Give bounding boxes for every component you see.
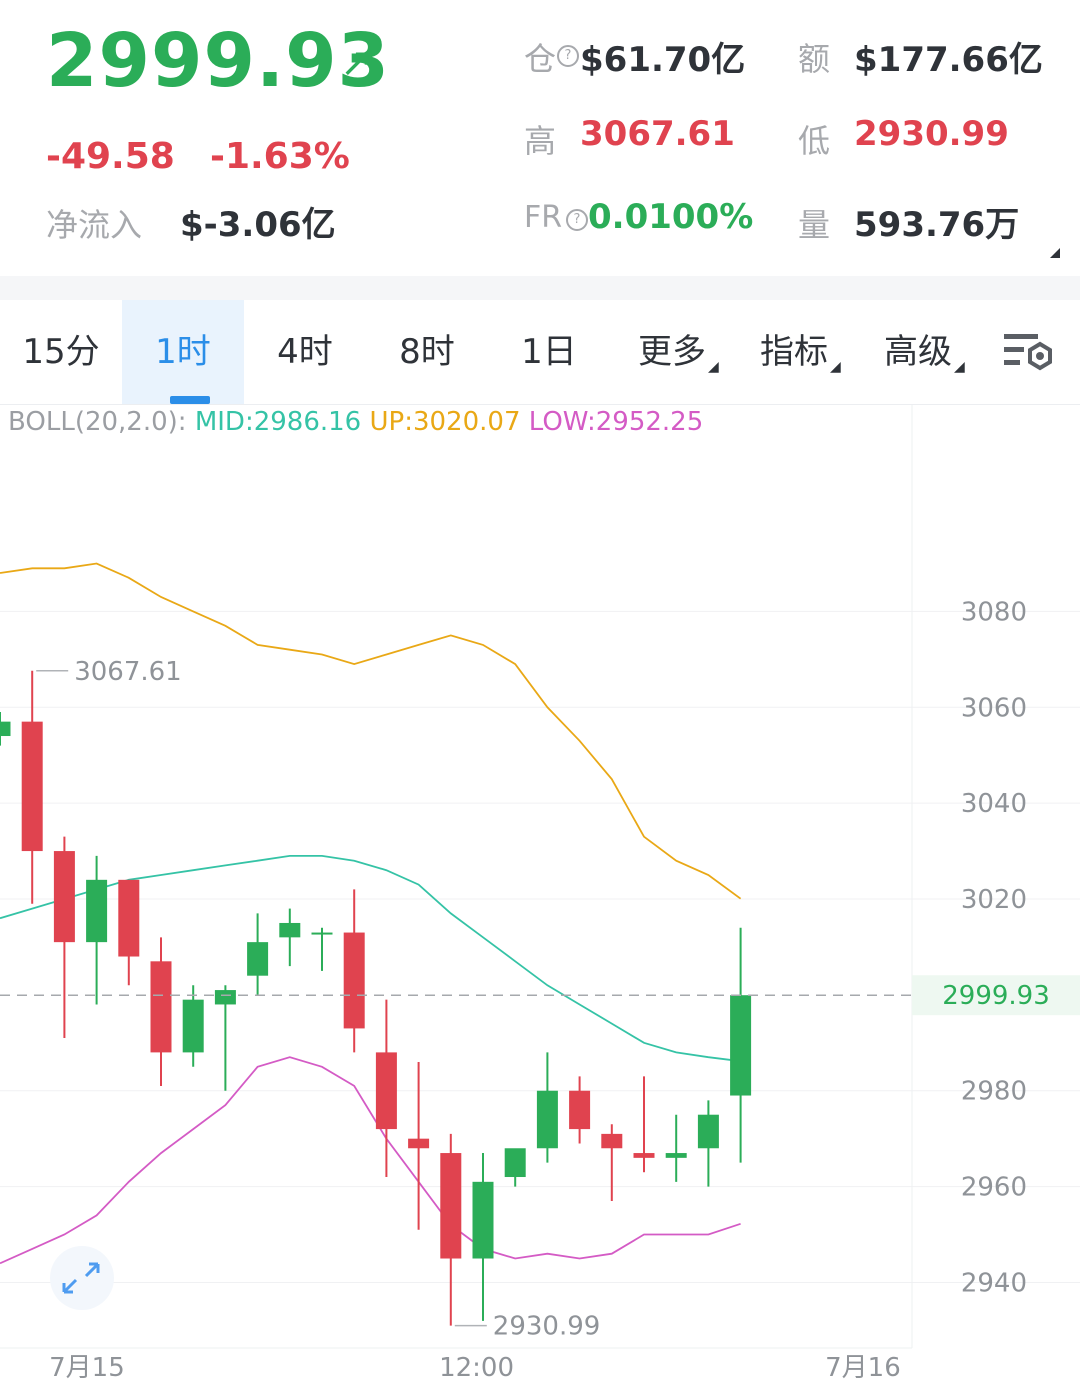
candle-down bbox=[375, 1052, 397, 1130]
volume-value: 593.76万 bbox=[854, 205, 1020, 245]
turnover-value: $177.66亿 bbox=[854, 40, 1043, 80]
candle-up bbox=[665, 1153, 687, 1158]
chart-settings-icon[interactable] bbox=[1002, 330, 1056, 374]
high-value: 3067.61 bbox=[580, 114, 735, 154]
price-change: -49.58 bbox=[46, 136, 175, 177]
x-tick-label: 12:00 bbox=[439, 1353, 514, 1382]
candle-down bbox=[21, 721, 43, 852]
boll-low-line bbox=[0, 1056, 741, 1265]
y-tick-label: 3040 bbox=[961, 789, 1027, 819]
low-label: 低 bbox=[798, 122, 831, 160]
tab-1h[interactable]: 1时 bbox=[122, 300, 244, 404]
trend-up-arrow-icon: ↗ bbox=[340, 40, 374, 86]
tab-1d[interactable]: 1日 bbox=[521, 332, 577, 372]
y-axis-labels: 3080 3060 3040 3020 2980 2960 2940 bbox=[961, 597, 1027, 1298]
open-interest-value: $61.70亿 bbox=[580, 40, 746, 80]
expand-icon bbox=[62, 1262, 100, 1294]
last-price: 2999.93 bbox=[46, 18, 391, 104]
dropdown-triangle-icon: ◢ bbox=[708, 359, 719, 375]
price-markers: 2999.93 3067.61 2930.99 bbox=[0, 657, 1080, 1342]
turnover-label: 额 bbox=[798, 40, 831, 78]
x-axis-labels: 7月15 12:00 7月16 bbox=[49, 1353, 901, 1382]
candle-up bbox=[730, 995, 752, 1096]
candle-down bbox=[118, 879, 140, 957]
high-label: 高 bbox=[524, 122, 557, 160]
boll-mid-line bbox=[0, 855, 741, 1063]
candle-up bbox=[472, 1181, 494, 1259]
candles bbox=[0, 670, 752, 1326]
candlestick-chart[interactable]: 3080 3060 3040 3020 2980 2960 2940 2999.93 3067… bbox=[0, 405, 1080, 1382]
volume-label: 量 bbox=[798, 206, 831, 244]
candle-up bbox=[697, 1114, 719, 1149]
candle-down bbox=[601, 1133, 623, 1149]
candle-down bbox=[150, 961, 172, 1053]
tab-15m[interactable]: 15分 bbox=[22, 332, 100, 372]
funding-info-icon[interactable]: ? bbox=[566, 209, 588, 231]
toolbar-border bbox=[0, 404, 1080, 405]
candle-up bbox=[0, 721, 11, 737]
y-tick-label: 2980 bbox=[961, 1077, 1027, 1107]
dropdown-triangle-icon: ◢ bbox=[954, 359, 965, 375]
low-value: 2930.99 bbox=[854, 114, 1009, 154]
tab-indicators-label: 指标 bbox=[760, 332, 828, 372]
x-tick-label: 7月15 bbox=[49, 1353, 125, 1382]
candle-up bbox=[182, 999, 204, 1053]
candle-down bbox=[440, 1153, 462, 1259]
netflow-label: 净流入 bbox=[46, 206, 143, 244]
netflow-value: $-3.06亿 bbox=[180, 205, 336, 245]
info-icon[interactable]: ? bbox=[557, 45, 579, 67]
fullscreen-button[interactable] bbox=[50, 1246, 114, 1310]
candle-down bbox=[569, 1090, 591, 1130]
high-marker-label: 3067.61 bbox=[74, 657, 182, 687]
tab-4h[interactable]: 4时 bbox=[277, 332, 333, 372]
boll-up-line bbox=[0, 562, 742, 900]
x-tick-label: 7月16 bbox=[825, 1353, 901, 1382]
tab-advanced[interactable]: 高级 ◢ bbox=[884, 300, 965, 404]
chart-grid bbox=[0, 405, 1080, 1349]
tab-8h[interactable]: 8时 bbox=[399, 332, 455, 372]
tab-advanced-label: 高级 bbox=[884, 332, 952, 372]
last-price-label: 2999.93 bbox=[942, 981, 1050, 1011]
tab-more-label: 更多 bbox=[638, 332, 706, 372]
candle-up bbox=[279, 922, 301, 938]
dropdown-triangle-icon: ◢ bbox=[830, 359, 841, 375]
tab-indicators[interactable]: 指标 ◢ bbox=[760, 300, 841, 404]
candle-up bbox=[536, 1090, 558, 1149]
open-interest-label: 仓 bbox=[524, 40, 557, 78]
y-tick-label: 2940 bbox=[961, 1268, 1027, 1298]
candle-up bbox=[214, 990, 236, 1005]
candle-up bbox=[311, 932, 333, 935]
boll-name: BOLL(20,2.0): bbox=[8, 407, 187, 437]
boll-low: LOW:2952.25 bbox=[528, 407, 704, 437]
candle-up bbox=[247, 942, 269, 976]
y-tick-label: 3080 bbox=[961, 597, 1027, 627]
funding-rate-label: FR bbox=[524, 200, 563, 235]
candle-up bbox=[86, 879, 108, 943]
boll-legend: BOLL(20,2.0): MID:2986.16 UP:3020.07 LOW… bbox=[8, 404, 703, 440]
candle-down bbox=[53, 851, 75, 943]
active-tab-indicator bbox=[170, 396, 210, 404]
y-tick-label: 3060 bbox=[961, 693, 1027, 723]
candle-down bbox=[408, 1138, 430, 1149]
expand-stats-corner-icon[interactable] bbox=[1050, 248, 1060, 258]
funding-rate-value: 0.0100% bbox=[588, 197, 754, 237]
low-marker-label: 2930.99 bbox=[493, 1312, 601, 1342]
candle-down bbox=[633, 1153, 655, 1158]
y-tick-label: 3020 bbox=[961, 885, 1027, 915]
price-change-percent: -1.63% bbox=[210, 136, 350, 177]
candle-down bbox=[343, 932, 365, 1029]
y-tick-label: 2960 bbox=[961, 1173, 1027, 1203]
section-divider bbox=[0, 276, 1080, 300]
tab-more[interactable]: 更多 ◢ bbox=[638, 300, 719, 404]
boll-mid: MID:2986.16 bbox=[194, 407, 362, 437]
candle-up bbox=[504, 1148, 526, 1178]
boll-up: UP:3020.07 bbox=[369, 407, 521, 437]
last-price-tag bbox=[912, 975, 1080, 1016]
